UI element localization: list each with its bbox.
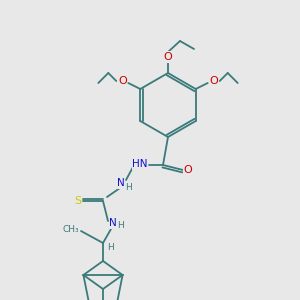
Text: O: O — [209, 76, 218, 86]
Text: H: H — [108, 242, 114, 251]
Text: N: N — [109, 218, 117, 228]
Text: N: N — [117, 178, 125, 188]
Text: S: S — [74, 196, 82, 206]
Text: O: O — [164, 52, 172, 62]
Text: H: H — [118, 221, 124, 230]
Text: O: O — [184, 165, 192, 175]
Text: HN: HN — [132, 159, 148, 169]
Text: O: O — [118, 76, 127, 86]
Text: CH₃: CH₃ — [62, 226, 79, 235]
Text: H: H — [124, 184, 131, 193]
